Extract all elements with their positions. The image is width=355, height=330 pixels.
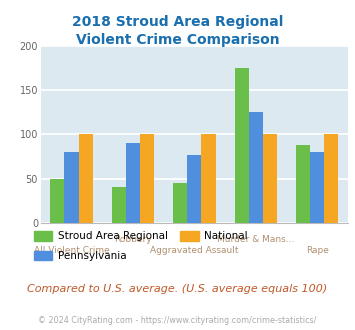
Bar <box>296 145 310 223</box>
Bar <box>140 135 154 223</box>
Text: All Violent Crime: All Violent Crime <box>34 246 109 255</box>
Bar <box>201 135 215 223</box>
Text: Compared to U.S. average. (U.S. average equals 100): Compared to U.S. average. (U.S. average … <box>27 284 328 294</box>
Legend: Pennsylvania: Pennsylvania <box>34 251 126 261</box>
Bar <box>50 179 65 223</box>
Bar <box>324 135 338 223</box>
Bar <box>310 152 324 223</box>
Bar <box>112 187 126 223</box>
Bar <box>78 135 93 223</box>
Bar <box>65 152 78 223</box>
Bar <box>173 183 187 223</box>
Bar <box>263 135 277 223</box>
Text: Aggravated Assault: Aggravated Assault <box>150 246 239 255</box>
Bar <box>187 155 201 223</box>
Bar <box>249 113 263 223</box>
Text: © 2024 CityRating.com - https://www.cityrating.com/crime-statistics/: © 2024 CityRating.com - https://www.city… <box>38 316 317 325</box>
Legend: Stroud Area Regional, National: Stroud Area Regional, National <box>34 231 248 242</box>
Text: Rape: Rape <box>306 246 329 255</box>
Text: 2018 Stroud Area Regional
Violent Crime Comparison: 2018 Stroud Area Regional Violent Crime … <box>72 15 283 47</box>
Bar <box>235 68 249 223</box>
Bar <box>126 143 140 223</box>
Text: Murder & Mans...: Murder & Mans... <box>217 235 294 244</box>
Text: Robbery: Robbery <box>114 235 152 244</box>
